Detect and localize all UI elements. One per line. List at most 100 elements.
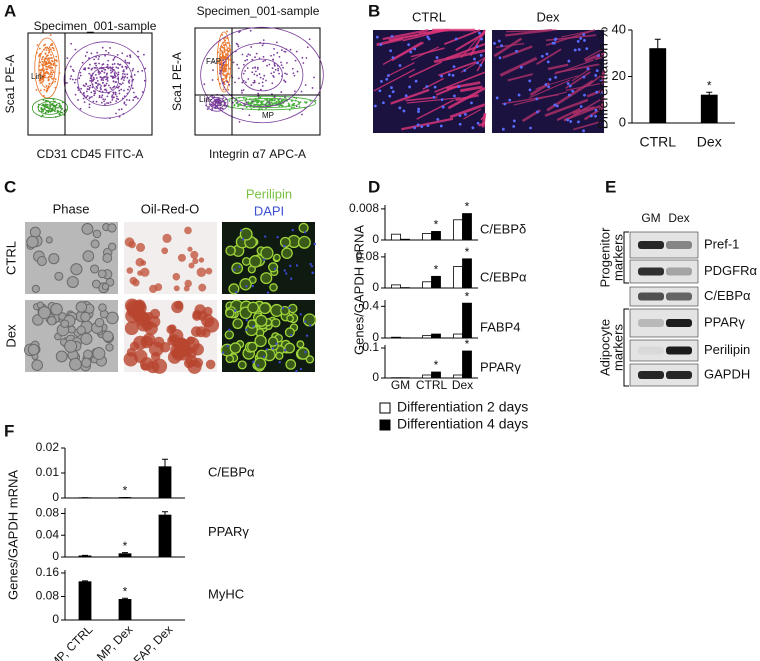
nucleus — [458, 114, 462, 118]
event-dot — [50, 75, 53, 78]
event-dot — [44, 63, 47, 66]
plot-title: Specimen_001-sample — [34, 19, 157, 33]
event-dot — [131, 69, 134, 72]
lipid — [168, 334, 180, 346]
cell — [76, 325, 86, 335]
cell — [45, 236, 53, 244]
event-dot — [228, 84, 231, 86]
myotube — [480, 115, 486, 121]
event-dot — [84, 55, 87, 57]
event-dot — [84, 67, 86, 69]
event-dot — [109, 47, 111, 49]
event-dot — [95, 64, 98, 67]
event-dot — [228, 99, 231, 102]
event-dot — [129, 56, 132, 59]
cell — [94, 317, 105, 328]
event-dot — [73, 81, 76, 84]
myotube — [535, 75, 579, 90]
event-dot — [39, 72, 42, 75]
event-dot — [284, 95, 286, 98]
event-dot — [117, 71, 120, 74]
micrograph — [124, 222, 217, 294]
event-dot — [104, 54, 107, 57]
bar — [649, 48, 667, 124]
lipid — [126, 267, 134, 274]
y-tick-label: 0.01 — [36, 465, 60, 479]
event-dot — [98, 62, 100, 65]
event-dot — [285, 73, 288, 76]
event-dot — [262, 55, 265, 58]
event-dot — [118, 89, 121, 92]
event-dot — [283, 79, 285, 82]
droplet — [297, 235, 311, 249]
event-dot — [105, 73, 108, 76]
myotube — [601, 71, 606, 82]
nucleus — [579, 105, 583, 108]
protein-label: GAPDH — [704, 366, 750, 381]
y-tick-label: 0.02 — [36, 440, 60, 454]
droplet — [254, 334, 267, 348]
event-dot — [271, 101, 273, 104]
event-dot — [250, 84, 253, 87]
event-dot — [93, 58, 96, 61]
legend-swatch — [379, 419, 391, 431]
nucleus — [585, 47, 589, 51]
nucleus — [276, 235, 279, 239]
event-dot — [51, 59, 53, 62]
bar-panel: 0 0.08 0.16 * — [36, 565, 185, 626]
event-dot — [104, 75, 107, 78]
nucleus — [454, 37, 458, 41]
event-dot — [270, 98, 273, 101]
event-dot — [111, 98, 114, 101]
lipid — [173, 285, 180, 292]
nucleus — [479, 63, 483, 67]
event-dot — [265, 79, 267, 82]
gene-label: PPARγ — [480, 359, 521, 374]
event-dot — [55, 104, 57, 107]
event-dot — [118, 92, 121, 95]
event-dot — [136, 97, 139, 100]
flow-plot: Specimen_001-sample Integrin α7 APC-A Sca1… — [170, 4, 324, 161]
nucleus — [573, 48, 577, 52]
blot-strip — [629, 363, 699, 387]
lipid — [124, 321, 139, 336]
contour — [63, 41, 147, 119]
event-dot — [212, 104, 215, 107]
band — [638, 241, 664, 249]
lane-label: Dex — [668, 211, 689, 225]
event-dot — [306, 46, 309, 49]
gate-label: MP — [262, 111, 274, 120]
cell — [50, 302, 63, 316]
myotube — [435, 84, 460, 96]
lipid — [184, 279, 192, 288]
cell — [60, 319, 70, 328]
myotube — [556, 107, 581, 122]
event-dot — [48, 82, 51, 85]
event-dot — [124, 75, 127, 78]
event-dot — [79, 107, 82, 110]
event-dot — [128, 61, 131, 64]
event-dot — [112, 75, 115, 78]
band — [638, 346, 664, 355]
event-dot — [50, 107, 53, 110]
bar — [391, 233, 401, 241]
event-dot — [133, 74, 136, 76]
band — [638, 267, 664, 276]
event-dot — [227, 47, 230, 50]
event-dot — [259, 76, 262, 79]
event-dot — [278, 72, 280, 75]
band — [638, 319, 664, 327]
event-dot — [45, 55, 48, 58]
band — [666, 346, 692, 355]
myotube — [444, 29, 481, 46]
lipid — [124, 298, 140, 313]
event-dot — [233, 104, 236, 106]
nucleus — [245, 328, 248, 332]
event-dot — [93, 94, 96, 97]
event-dot — [261, 44, 264, 47]
event-dot — [74, 93, 77, 96]
event-dot — [118, 63, 121, 66]
significance: * — [465, 245, 470, 259]
myotube — [583, 48, 604, 60]
event-dot — [259, 88, 262, 91]
